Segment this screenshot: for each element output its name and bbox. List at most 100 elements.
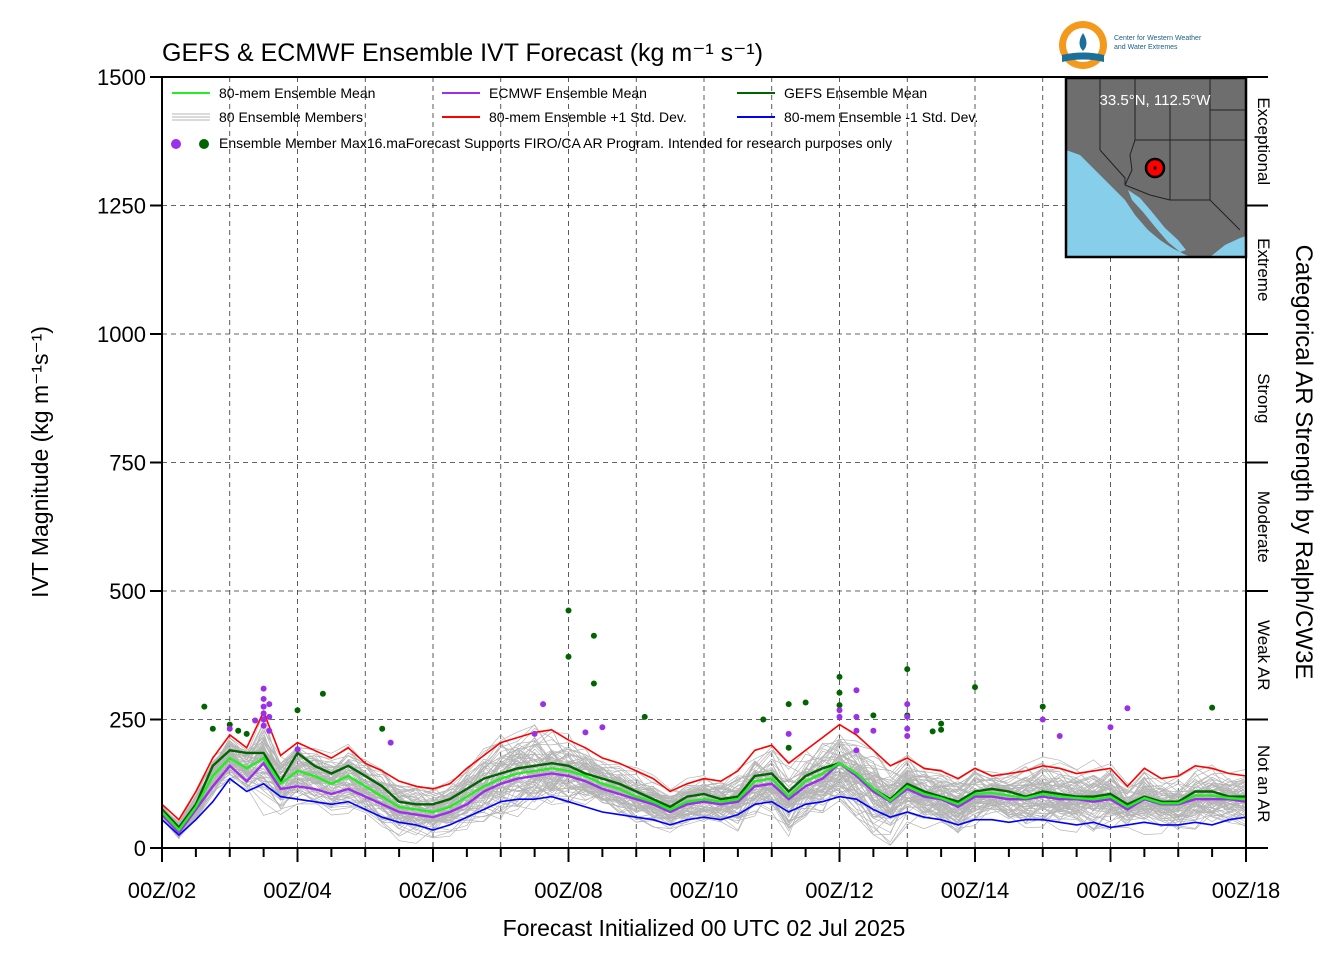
max-point-ecmwf — [904, 701, 911, 708]
x-axis: 00Z/02 00Z/04 00Z/06 00Z/08 00Z/10 00Z/12 00Z/… — [128, 848, 1281, 903]
ensemble-member-line — [161, 742, 1247, 829]
logo-line-2: and Water Extremes — [1114, 44, 1178, 51]
max-point-ecmwf — [260, 695, 267, 702]
max-point-ecmwf — [266, 713, 273, 720]
x-tick-label: 00Z/02 — [128, 878, 197, 903]
max-point-gefs — [836, 702, 843, 709]
max-point-gefs — [226, 721, 233, 728]
max-point-ecmwf — [531, 730, 538, 737]
legend-max: Ensemble Member Max16.maForecast Support… — [219, 135, 892, 151]
x-tick-label: 00Z/08 — [534, 878, 603, 903]
series-line-mean80 — [161, 756, 1247, 832]
x-axis-title: Forecast Initialized 00 UTC 02 Jul 2025 — [503, 915, 906, 941]
category-label: Moderate — [1254, 491, 1273, 563]
max-point-gefs — [760, 716, 767, 723]
max-point-ecmwf — [904, 725, 911, 732]
max-point-ecmwf — [260, 710, 267, 717]
legend: 80-mem Ensemble Mean 80 Ensemble Members… — [171, 85, 978, 151]
max-point-gefs — [802, 699, 809, 706]
location-map: 33.5°N, 112.5°W — [1064, 76, 1248, 259]
max-point-ecmwf — [266, 701, 273, 708]
max-point-ecmwf — [1056, 732, 1063, 739]
max-point-gefs — [972, 684, 978, 691]
max-point-ecmwf — [870, 727, 877, 734]
state-borders — [1099, 78, 1246, 231]
max-point-ecmwf — [582, 729, 589, 736]
pacific-water — [1066, 150, 1190, 257]
y-tick-label: 250 — [109, 708, 146, 733]
max-point-gefs — [379, 725, 386, 732]
max-point-gefs — [590, 680, 597, 687]
max-point-gefs — [929, 728, 936, 735]
max-point-ecmwf — [853, 713, 860, 720]
series-line-minus1 — [161, 777, 1247, 837]
x-tick-label: 00Z/10 — [670, 878, 739, 903]
y-axis-title: IVT Magnitude (kg m⁻¹s⁻¹) — [27, 326, 53, 598]
category-label: Exceptional — [1254, 97, 1273, 185]
max-point-gefs — [1209, 704, 1216, 711]
max-points — [201, 607, 1216, 754]
series-line-plus1 — [161, 709, 1247, 821]
category-label: Strong — [1254, 373, 1273, 423]
legend-plus1: 80-mem Ensemble +1 Std. Dev. — [489, 109, 687, 125]
y-tick-label: 1000 — [97, 322, 146, 347]
x-tick-label: 00Z/16 — [1076, 878, 1145, 903]
logo-wave-icon — [1062, 52, 1104, 62]
category-axis: Not an AR Weak AR Moderate Strong Extreme Exc… — [1246, 76, 1273, 849]
max-point-ecmwf — [266, 727, 273, 734]
series-line-gefs — [161, 749, 1246, 830]
max-point-ecmwf — [260, 703, 267, 710]
max-point-gefs — [836, 689, 843, 696]
x-tick-label: 00Z/18 — [1212, 878, 1281, 903]
max-point-gefs — [938, 726, 945, 733]
legend-ecmwf: ECMWF Ensemble Mean — [489, 85, 647, 101]
x-tick-label: 00Z/04 — [263, 878, 332, 903]
ensemble-member-line — [161, 739, 1247, 846]
gulf-of-mexico-water — [1210, 236, 1246, 257]
gulf-water — [1128, 190, 1186, 252]
max-point-gefs — [294, 707, 301, 714]
max-point-ecmwf — [260, 685, 267, 692]
max-point-ecmwf — [260, 716, 267, 723]
max-point-ecmwf — [904, 713, 911, 720]
x-tick-label: 00Z/12 — [805, 878, 874, 903]
max-point-gefs — [641, 713, 648, 720]
max-point-ecmwf — [785, 730, 792, 737]
max-point-gefs — [319, 690, 326, 697]
y-tick-label: 0 — [134, 836, 146, 861]
max-point-gefs — [938, 720, 945, 727]
max-point-gefs — [785, 701, 792, 708]
location-label: 33.5°N, 112.5°W — [1100, 92, 1212, 109]
max-point-gefs — [243, 730, 250, 737]
legend-minus1: 80-mem Ensemble -1 Std. Dev. — [784, 109, 978, 125]
y-tick-label: 1500 — [97, 65, 146, 90]
max-point-ecmwf — [836, 707, 843, 714]
max-point-ecmwf — [226, 725, 233, 732]
ensemble-member-line — [161, 748, 1247, 835]
max-point-gefs — [836, 673, 843, 680]
max-point-ecmwf — [853, 727, 860, 734]
y-tick-label: 1250 — [97, 194, 146, 219]
series-lines — [161, 709, 1247, 837]
legend-mean80: 80-mem Ensemble Mean — [219, 85, 375, 101]
category-label: Weak AR — [1254, 620, 1273, 691]
max-point-gefs — [785, 744, 792, 751]
max-point-gefs — [565, 653, 572, 660]
chart-title: GEFS & ECMWF Ensemble IVT Forecast (kg m… — [162, 39, 763, 67]
max-point-ecmwf — [260, 722, 267, 729]
max-point-ecmwf — [836, 713, 843, 720]
category-axis-title: Categorical AR Strength by Ralph/CW3E — [1290, 245, 1317, 680]
max-point-gefs — [235, 727, 242, 734]
logo-drop-icon — [1079, 33, 1087, 51]
max-point-ecmwf — [387, 739, 394, 746]
max-point-gefs — [904, 666, 911, 673]
max-point-ecmwf — [294, 746, 301, 753]
category-label: Extreme — [1254, 238, 1273, 301]
max-point-ecmwf — [853, 687, 860, 694]
max-point-ecmwf — [599, 724, 606, 731]
ensemble-member-line — [161, 743, 1247, 831]
y-tick-label: 500 — [109, 579, 146, 604]
series-line-ecmwf — [161, 761, 1247, 835]
ensemble-member-line — [161, 742, 1247, 830]
